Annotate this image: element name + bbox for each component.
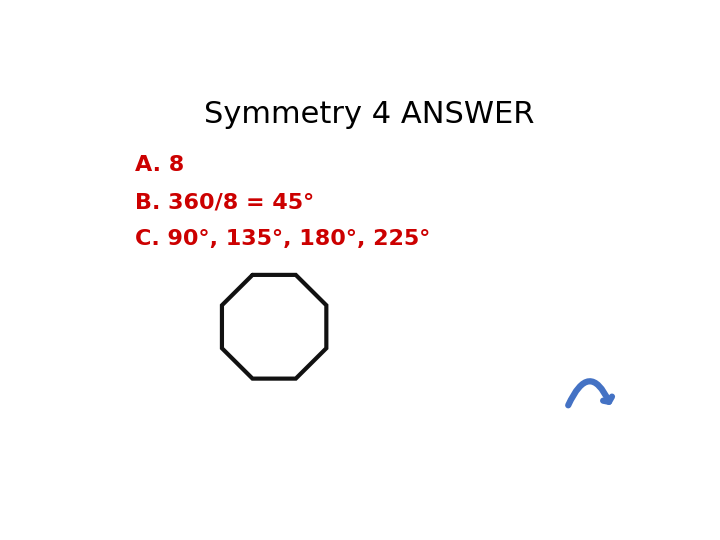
Text: Symmetry 4 ANSWER: Symmetry 4 ANSWER: [204, 100, 534, 129]
Text: C. 90°, 135°, 180°, 225°: C. 90°, 135°, 180°, 225°: [135, 230, 430, 249]
Text: B. 360/8 = 45°: B. 360/8 = 45°: [135, 192, 314, 212]
Text: A. 8: A. 8: [135, 154, 184, 174]
